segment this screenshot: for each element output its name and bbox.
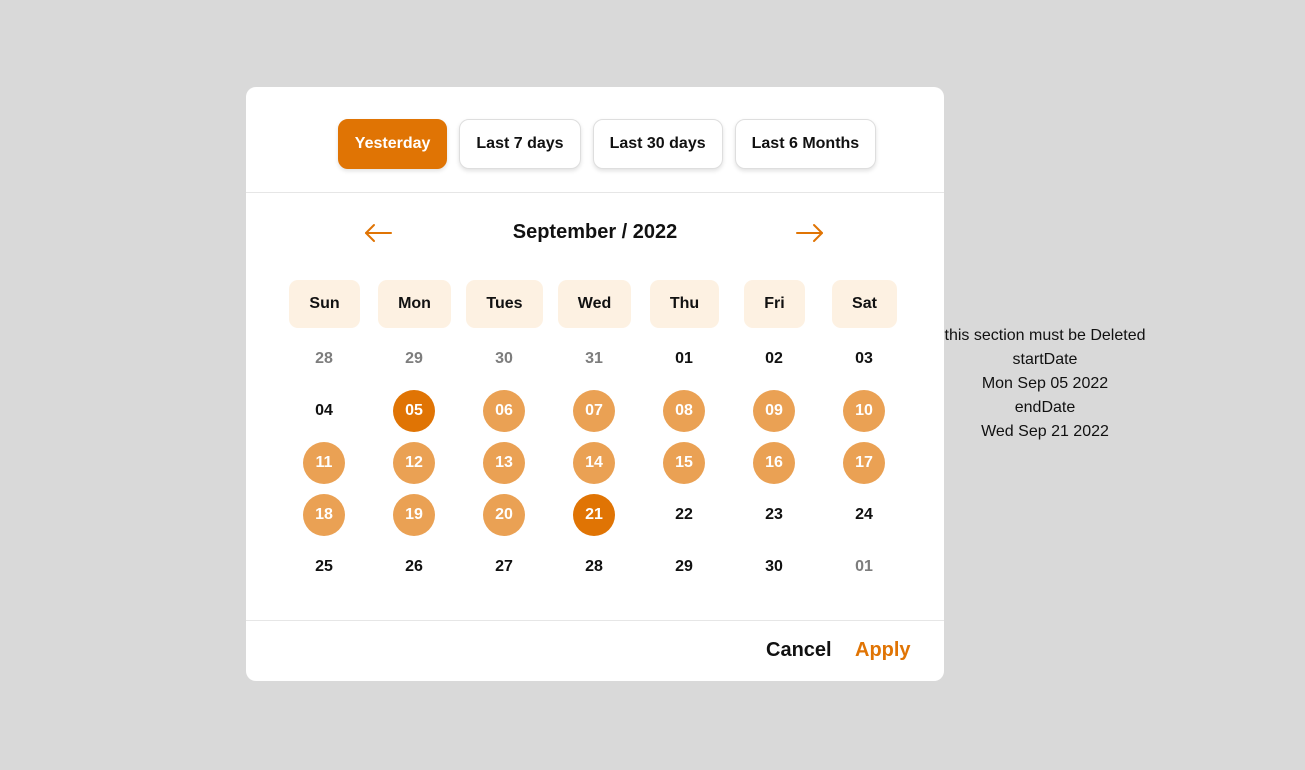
calendar-day[interactable]: 11 xyxy=(303,442,345,484)
calendar-week-row: 04 05 06 07 08 09 10 xyxy=(246,387,944,435)
weekday-mon: Mon xyxy=(378,280,451,328)
calendar-day[interactable]: 27 xyxy=(495,558,513,575)
calendar-day[interactable]: 01 xyxy=(675,350,693,367)
calendar-day[interactable]: 29 xyxy=(405,350,423,367)
calendar-day[interactable]: 10 xyxy=(843,390,885,432)
start-date-label: startDate xyxy=(1012,351,1078,368)
calendar-day[interactable]: 25 xyxy=(315,558,333,575)
calendar-day[interactable]: 09 xyxy=(753,390,795,432)
calendar-day[interactable]: 08 xyxy=(663,390,705,432)
start-date-value: Mon Sep 05 2022 xyxy=(981,375,1109,392)
calendar-day[interactable]: 01 xyxy=(855,558,873,575)
cancel-button[interactable]: Cancel xyxy=(766,639,832,661)
calendar-day[interactable]: 28 xyxy=(315,350,333,367)
preset-last-7-days-button[interactable]: Last 7 days xyxy=(459,119,581,169)
weekday-sat: Sat xyxy=(832,280,897,328)
apply-button[interactable]: Apply xyxy=(855,639,911,661)
calendar-day[interactable]: 12 xyxy=(393,442,435,484)
calendar-day[interactable]: 21 xyxy=(573,494,615,536)
calendar-day[interactable]: 03 xyxy=(855,350,873,367)
calendar-day[interactable]: 13 xyxy=(483,442,525,484)
calendar-day[interactable]: 05 xyxy=(393,390,435,432)
calendar-day[interactable]: 14 xyxy=(573,442,615,484)
weekday-tue: Tues xyxy=(466,280,543,328)
month-title: September / 2022 xyxy=(512,221,678,243)
calendar-day[interactable]: 30 xyxy=(765,558,783,575)
calendar-week-row: 11 12 13 14 15 16 17 xyxy=(246,439,944,487)
weekday-thu: Thu xyxy=(650,280,719,328)
weekday-fri: Fri xyxy=(744,280,805,328)
calendar-week-row: 18 19 20 21 22 23 24 xyxy=(246,491,944,539)
calendar-day[interactable]: 02 xyxy=(765,350,783,367)
weekday-wed: Wed xyxy=(558,280,631,328)
arrow-right-icon[interactable] xyxy=(794,219,826,247)
debug-panel: this section must be Deleted startDate M… xyxy=(935,324,1155,444)
calendar-day[interactable]: 26 xyxy=(405,558,423,575)
calendar-day[interactable]: 06 xyxy=(483,390,525,432)
calendar-day[interactable]: 17 xyxy=(843,442,885,484)
calendar-day[interactable]: 22 xyxy=(675,506,693,523)
calendar-day[interactable]: 19 xyxy=(393,494,435,536)
calendar-day[interactable]: 15 xyxy=(663,442,705,484)
debug-note: this section must be Deleted xyxy=(944,327,1146,344)
calendar-day[interactable]: 20 xyxy=(483,494,525,536)
arrow-left-icon[interactable] xyxy=(363,219,395,247)
calendar-day[interactable]: 28 xyxy=(585,558,603,575)
calendar-day[interactable]: 16 xyxy=(753,442,795,484)
preset-last-6-months-button[interactable]: Last 6 Months xyxy=(734,119,877,169)
calendar-day[interactable]: 23 xyxy=(765,506,783,523)
weekday-header-row: Sun Mon Tues Wed Thu Fri Sat xyxy=(246,280,944,328)
end-date-label: endDate xyxy=(1014,399,1076,416)
month-header: September / 2022 xyxy=(246,211,944,255)
preset-last-30-days-button[interactable]: Last 30 days xyxy=(592,119,723,169)
picker-footer: Cancel Apply xyxy=(246,620,944,682)
end-date-value: Wed Sep 21 2022 xyxy=(981,423,1109,440)
weekday-sun: Sun xyxy=(289,280,360,328)
preset-yesterday-button[interactable]: Yesterday xyxy=(337,119,448,169)
calendar-day[interactable]: 31 xyxy=(585,350,603,367)
date-range-picker: Yesterday Last 7 days Last 30 days Last … xyxy=(246,87,944,681)
calendar-day[interactable]: 07 xyxy=(573,390,615,432)
preset-bar: Yesterday Last 7 days Last 30 days Last … xyxy=(246,87,944,193)
calendar-day[interactable]: 04 xyxy=(315,402,333,419)
calendar-day[interactable]: 18 xyxy=(303,494,345,536)
calendar-day[interactable]: 29 xyxy=(675,558,693,575)
calendar-week-row: 25 26 27 28 29 30 01 xyxy=(246,543,944,591)
calendar-day[interactable]: 24 xyxy=(855,506,873,523)
calendar-day[interactable]: 30 xyxy=(495,350,513,367)
calendar-week-row: 28 29 30 31 01 02 03 xyxy=(246,335,944,383)
